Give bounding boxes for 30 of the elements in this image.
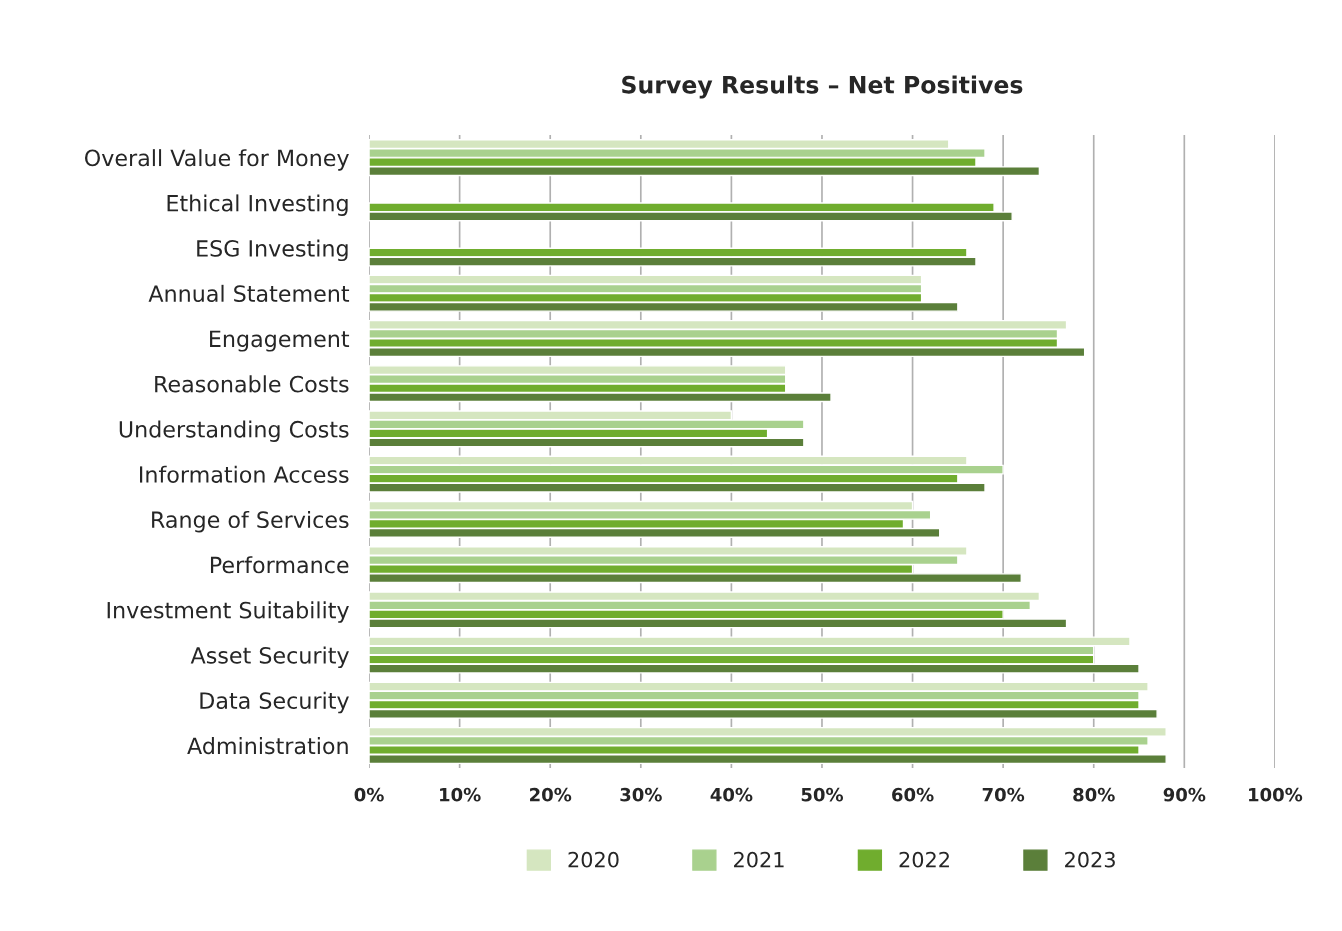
x-tick-label: 90% [1163,787,1206,802]
y-tick-label: Asset Security [190,646,349,669]
y-tick-label: Investment Suitability [107,601,349,623]
x-tick-label: 10% [440,787,481,802]
legend-label: 2021 [734,851,784,868]
x-tick-label: 30% [620,787,662,802]
x-tick-label: 100% [1249,787,1303,802]
x-tick-label: 70% [982,787,1025,802]
y-tick-label: Reasonable Costs [155,375,349,393]
legend-label: 2023 [1065,851,1115,868]
y-tick-label: Performance [210,556,349,574]
x-tick-label: 20% [530,787,572,802]
y-tick-label: Overall Value for Money [84,149,349,171]
y-tick-label: Engagement [210,330,350,352]
y-tick-label: Annual Statement [148,284,350,303]
y-tick-label: Information Access [140,465,349,483]
y-tick-label: Administration [187,737,348,755]
x-tick-label: 50% [801,787,844,802]
legend-label: 2022 [899,851,949,868]
x-tick-label: 60% [892,787,934,802]
y-tick-label: Understanding Costs [119,420,349,442]
x-tick-label: 40% [710,787,753,802]
legend-label: 2020 [568,851,619,868]
y-tick-label: Ethical Investing [167,194,348,216]
y-tick-label: ESG Investing [197,239,348,262]
x-tick-label: 0% [354,787,384,802]
y-tick-label: Data Security [200,691,349,714]
chart-title: Survey Results – Net Positives [622,75,1023,99]
y-tick-label: Range of Services [152,510,349,533]
x-tick-label: 80% [1073,787,1115,802]
